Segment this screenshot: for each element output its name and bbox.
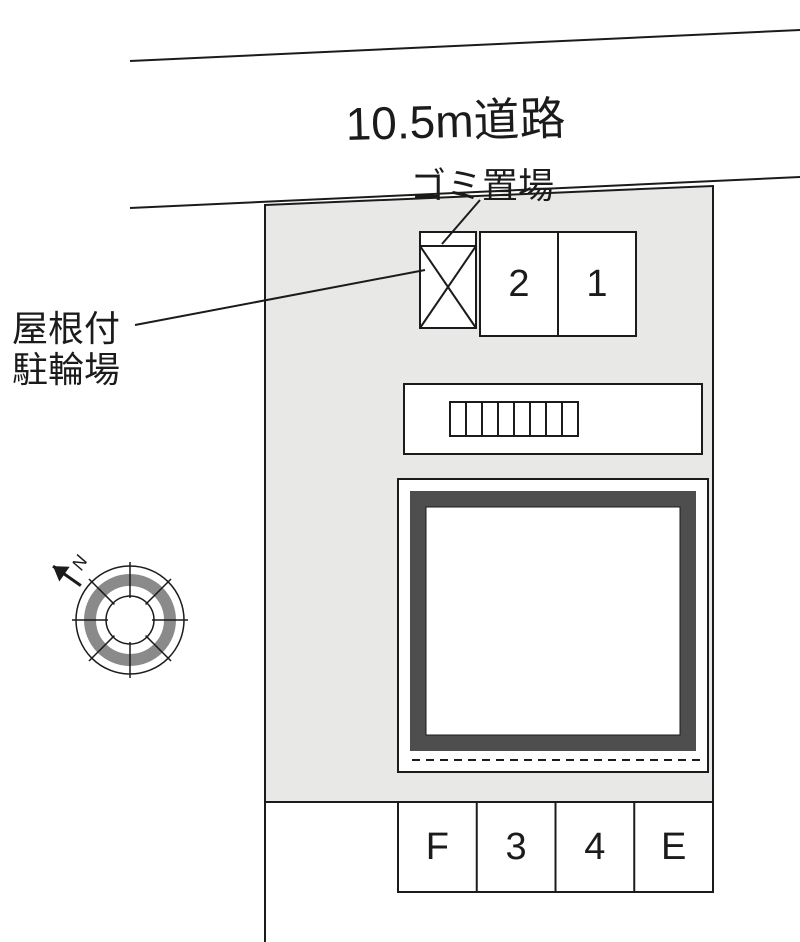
parking-label-E: E — [661, 826, 686, 868]
building-inner — [426, 507, 680, 735]
bike-label-line2: 駐輪場 — [12, 349, 120, 390]
road-label: 10.5m道路 — [345, 92, 566, 151]
parking-label-2: 2 — [508, 263, 529, 305]
trash-top-strip — [420, 232, 476, 246]
parking-label-F: F — [426, 826, 449, 868]
bike-label-line1: 屋根付 — [12, 308, 120, 349]
bike-parking-label: 屋根付 駐輪場 — [12, 308, 120, 391]
parking-label-1: 1 — [586, 263, 607, 305]
compass-icon: N — [53, 551, 188, 678]
parking-label-3: 3 — [506, 826, 527, 868]
road-line-upper — [130, 30, 800, 61]
parking-label-4: 4 — [584, 826, 605, 868]
compass-n-label: N — [68, 551, 92, 573]
trash-area-label: ゴミ置場 — [410, 165, 554, 206]
